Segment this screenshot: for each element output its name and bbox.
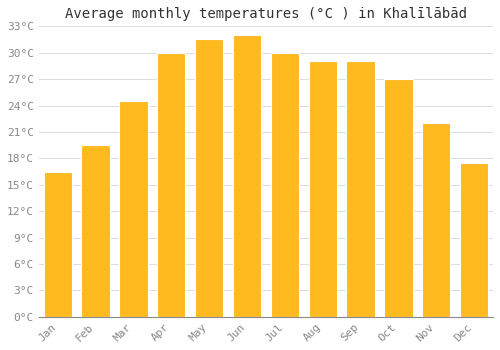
Bar xyxy=(422,123,450,317)
Bar xyxy=(346,62,375,317)
Bar xyxy=(195,40,224,317)
Bar xyxy=(157,53,186,317)
Bar xyxy=(270,53,299,317)
Bar xyxy=(44,172,72,317)
Bar xyxy=(82,145,110,317)
Bar xyxy=(233,35,261,317)
Bar xyxy=(384,79,412,317)
Bar xyxy=(308,62,337,317)
Bar xyxy=(460,163,488,317)
Title: Average monthly temperatures (°C ) in Khalīlābād: Average monthly temperatures (°C ) in Kh… xyxy=(65,7,467,21)
Bar xyxy=(119,101,148,317)
